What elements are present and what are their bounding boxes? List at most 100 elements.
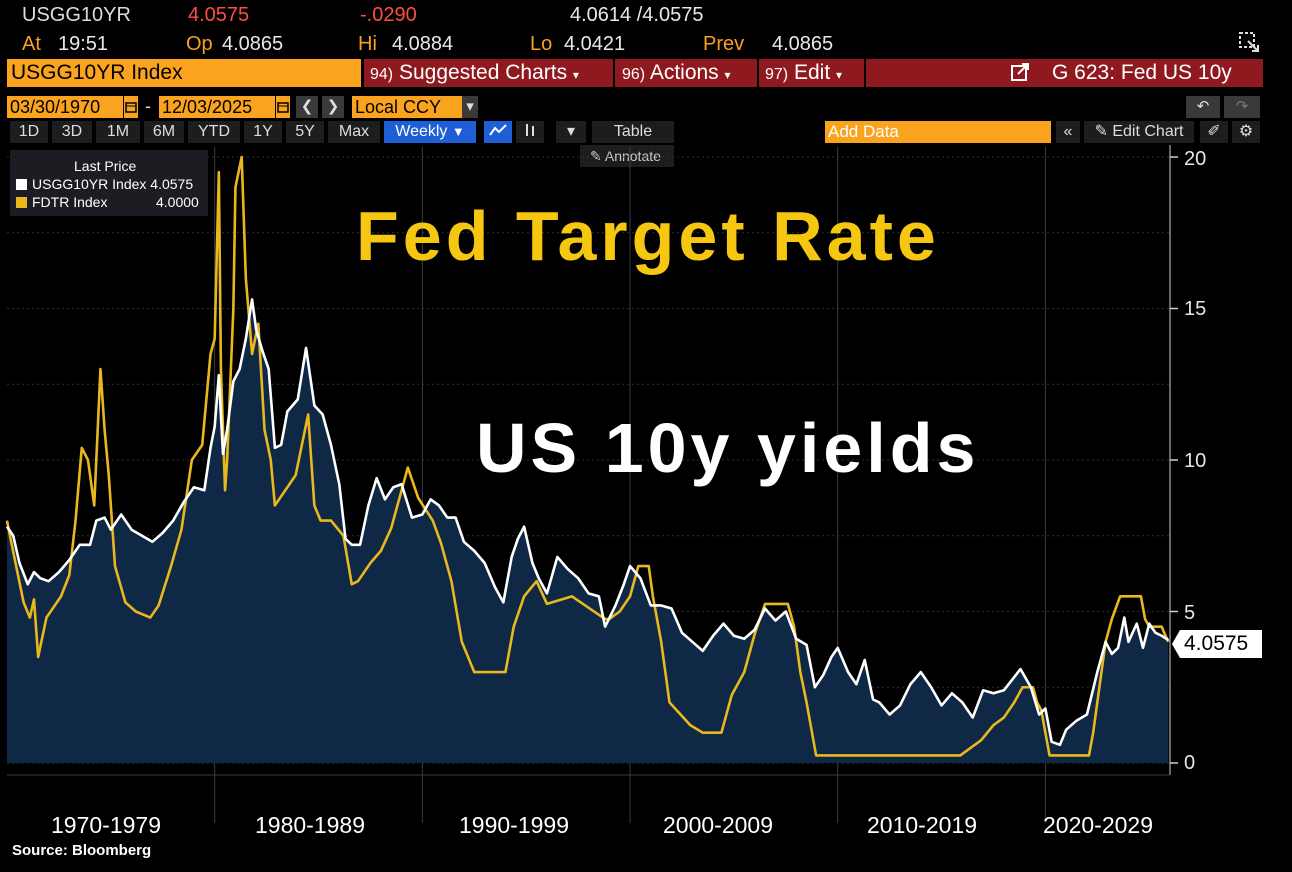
period-tab[interactable]: YTD: [188, 121, 240, 143]
legend-row-1: USGG10YR Index 4.0575: [16, 176, 193, 192]
edit-chart-button[interactable]: ✎ Edit Chart: [1084, 121, 1194, 143]
x-decade-label: 2020-2029: [1043, 812, 1153, 838]
at-value: 19:51: [58, 33, 109, 55]
caret-down-icon: ▾: [466, 98, 474, 115]
x-decade-label: 2000-2009: [663, 812, 773, 838]
end-date-field[interactable]: 12/03/2025: [159, 96, 275, 118]
security-field[interactable]: USGG10YR Index: [7, 59, 361, 87]
bid-ask: 4.0614 /4.0575: [570, 4, 704, 26]
chart-type-dropdown[interactable]: ▾: [556, 121, 586, 143]
y-tick-label: 5: [1184, 602, 1196, 624]
y-tick-label: 15: [1184, 298, 1207, 320]
caret-down-icon: ▼: [451, 124, 465, 139]
gear-icon[interactable]: ⚙: [1232, 121, 1260, 143]
settings-edit-icon[interactable]: ✐: [1200, 121, 1228, 143]
previous-period-button[interactable]: ❮: [296, 96, 318, 118]
low-label: Lo: [530, 33, 553, 55]
menu-divider: [757, 59, 759, 87]
caret-down-icon: ▾: [566, 123, 576, 140]
open-value: 4.0865: [222, 33, 284, 55]
y-tick-label: 20: [1184, 148, 1207, 170]
prev-value: 4.0865: [772, 33, 834, 55]
popout-icon[interactable]: [1238, 31, 1260, 53]
collapse-icon[interactable]: «: [1056, 121, 1080, 143]
last-price: 4.0575: [188, 4, 250, 26]
frequency-select[interactable]: Weekly ▼: [384, 121, 476, 143]
prev-label: Prev: [703, 33, 745, 55]
open-label: Op: [186, 33, 213, 55]
line-chart-icon[interactable]: [484, 121, 512, 143]
period-tab[interactable]: 6M: [144, 121, 184, 143]
menu-number: 94): [370, 66, 394, 83]
legend-series-value: 4.0000: [156, 194, 199, 210]
legend-series-value: 4.0575: [150, 176, 194, 192]
start-date-field[interactable]: 03/30/1970: [7, 96, 123, 118]
axis-layer: [7, 145, 1178, 776]
suggested-charts-menu[interactable]: 94) Suggested Charts ▾: [370, 59, 579, 87]
legend-header: Last Price: [74, 158, 137, 174]
next-period-button[interactable]: ❯: [322, 96, 344, 118]
source-note: Source: Bloomberg: [12, 842, 152, 859]
undo-button[interactable]: ↶: [1186, 96, 1220, 118]
legend-row-2: FDTR Index 4.0000: [16, 194, 199, 210]
caret-down-icon: ▾: [572, 68, 579, 82]
period-tab[interactable]: Max: [328, 121, 380, 143]
period-tab[interactable]: 3D: [52, 121, 92, 143]
x-decade-label: 1990-1999: [459, 812, 569, 838]
redo-icon: ↷: [1235, 98, 1249, 115]
annotate-button[interactable]: ✎ Annotate: [580, 145, 674, 167]
period-tab[interactable]: 1D: [10, 121, 48, 143]
frequency-label: Weekly: [395, 123, 448, 140]
currency-select[interactable]: Local CCY: [352, 96, 462, 118]
date-range-dash: -: [145, 96, 151, 116]
redo-button[interactable]: ↷: [1224, 96, 1260, 118]
legend: Last Price USGG10YR Index 4.0575 FDTR In…: [10, 150, 208, 216]
actions-menu[interactable]: 96) Actions ▾: [622, 59, 731, 87]
caret-down-icon: ▾: [836, 68, 843, 82]
edit-menu[interactable]: 97) Edit ▾: [765, 59, 842, 87]
menu-bar: 94) Suggested Charts ▾ 96) Actions ▾ 97)…: [364, 59, 1263, 87]
pencil-icon: ✎: [1094, 123, 1108, 140]
undo-icon: ↶: [1196, 98, 1210, 115]
calendar-icon[interactable]: [276, 96, 290, 118]
caret-down-icon: ▾: [724, 68, 731, 82]
menu-divider: [613, 59, 615, 87]
legend-series-name: FDTR Index: [32, 194, 108, 210]
x-decade-label: 2010-2019: [867, 812, 977, 838]
series-line-layer: [5, 155, 1170, 757]
calendar-icon[interactable]: [124, 96, 138, 118]
annotate-label: Annotate: [604, 148, 661, 164]
menu-divider: [864, 59, 866, 87]
period-tab[interactable]: 5Y: [286, 121, 324, 143]
menu-number: 97): [765, 66, 789, 83]
legend-series-name: USGG10YR Index: [32, 176, 147, 192]
at-label: At: [22, 33, 41, 55]
legend-swatch-gold: [16, 197, 27, 208]
period-tab[interactable]: 1M: [96, 121, 140, 143]
x-decade-label: 1970-1979: [51, 812, 161, 838]
table-button[interactable]: Table: [592, 121, 674, 143]
external-link-icon[interactable]: [1010, 59, 1030, 87]
net-change: -.0290: [360, 4, 417, 26]
currency-dropdown-button[interactable]: ▾: [462, 96, 478, 118]
menu-label: Suggested Charts: [398, 61, 568, 84]
last-value-text: 4.0575: [1184, 632, 1249, 655]
legend-swatch-white: [16, 179, 27, 190]
x-decade-label: 1980-1989: [255, 812, 365, 838]
last-value-tag: 4.0575: [1172, 630, 1262, 658]
y-tick-label: 0: [1184, 752, 1196, 774]
chart-name: G 623: Fed US 10y: [1052, 61, 1232, 84]
y-tick-label: 10: [1184, 450, 1207, 472]
edit-chart-label: Edit Chart: [1112, 123, 1184, 140]
bar-chart-icon[interactable]: [516, 121, 544, 143]
yield-area-fill: [7, 299, 1169, 763]
headline-fed-target-rate: Fed Target Rate: [356, 197, 940, 275]
add-data-input[interactable]: Add Data: [825, 121, 1051, 143]
us-10y-yield-line: [5, 298, 1170, 747]
chevron-left-icon: ❮: [300, 98, 314, 115]
menu-number: 96): [622, 66, 646, 83]
pencil-icon: ✎: [590, 148, 602, 164]
headline-us-10y-yields: US 10y yields: [476, 409, 980, 487]
high-label: Hi: [358, 33, 377, 55]
period-tab[interactable]: 1Y: [244, 121, 282, 143]
